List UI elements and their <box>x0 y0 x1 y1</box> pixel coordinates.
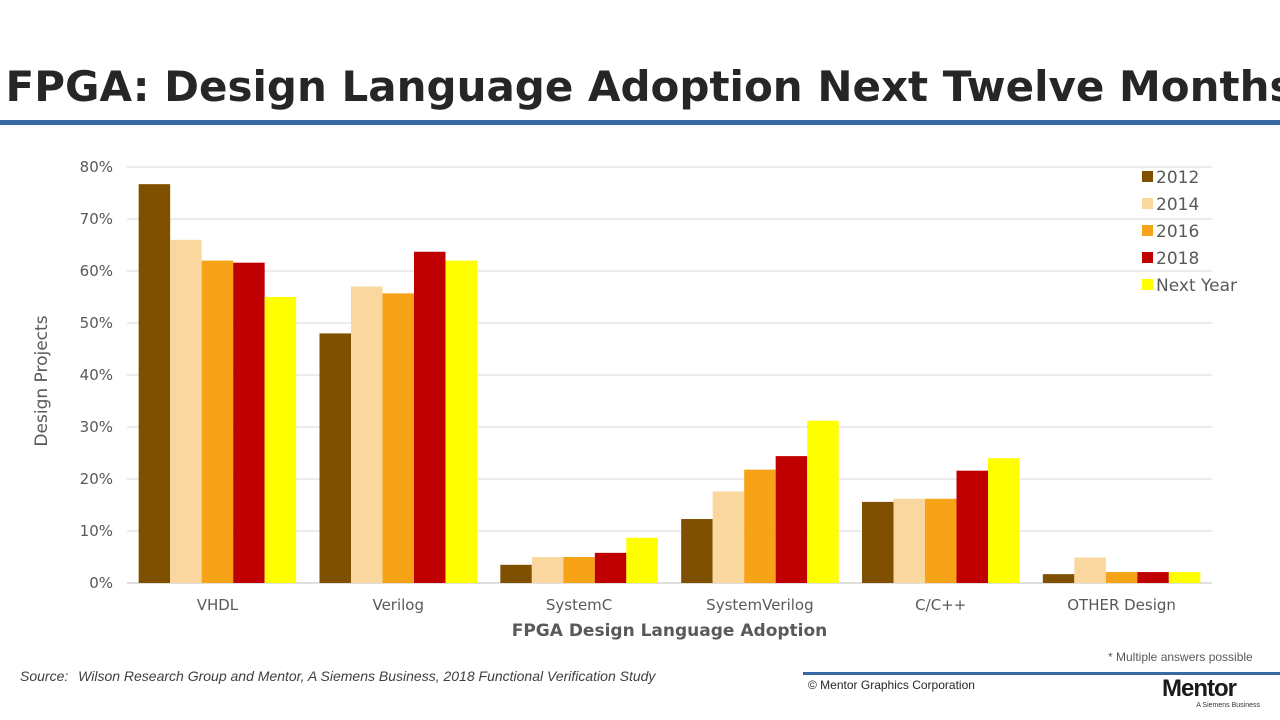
bar <box>500 564 532 583</box>
bar <box>414 251 446 583</box>
y-tick-label: 80% <box>80 158 113 176</box>
x-tick-label: VHDL <box>197 596 239 614</box>
mentor-logo: Mentor A Siemens Business <box>1162 675 1274 710</box>
source-text: Wilson Research Group and Mentor, A Siem… <box>78 668 656 684</box>
y-tick-label: 30% <box>80 418 113 436</box>
legend-label: 2018 <box>1156 249 1199 269</box>
bar <box>531 557 564 583</box>
bar <box>1105 572 1138 583</box>
legend-label: Next Year <box>1156 276 1237 296</box>
legend-swatch <box>1142 198 1153 209</box>
bar <box>233 262 265 583</box>
legend-swatch <box>1142 171 1153 182</box>
x-tick-label: OTHER Design <box>1067 596 1176 614</box>
legend-label: 2016 <box>1156 222 1199 242</box>
legend-label: 2012 <box>1156 168 1199 188</box>
bar <box>862 501 894 583</box>
source-citation: Source: Wilson Research Group and Mentor… <box>20 668 655 684</box>
bar <box>264 297 297 583</box>
y-tick-label: 70% <box>80 210 113 228</box>
legend-swatch <box>1142 225 1153 236</box>
bar <box>351 286 383 583</box>
bar <box>988 458 1020 583</box>
x-tick-label: Verilog <box>372 596 424 614</box>
y-tick-label: 60% <box>80 262 113 280</box>
bar <box>807 420 839 583</box>
bar <box>201 260 234 583</box>
bar <box>893 498 925 583</box>
x-tick-label: SystemVerilog <box>706 596 813 614</box>
bar <box>319 333 351 583</box>
bar <box>775 456 808 583</box>
bar <box>956 470 988 583</box>
bar <box>744 469 776 583</box>
bar <box>382 293 414 583</box>
bar-chart: 0% 10% 20% 30% 40% 50% 60% 70% 80% VHDL Verilog Sys… <box>32 158 1237 640</box>
bar <box>563 557 595 583</box>
copyright-notice: © Mentor Graphics Corporation <box>808 678 975 692</box>
legend-label: 2014 <box>1156 195 1199 215</box>
bar <box>626 537 658 583</box>
bar <box>681 519 713 583</box>
y-tick-label: 50% <box>80 314 113 332</box>
x-tick-label: SystemC <box>546 596 612 614</box>
logo-wordmark: Mentor <box>1162 675 1237 702</box>
logo-tagline: A Siemens Business <box>1196 702 1260 709</box>
bar <box>1042 574 1075 583</box>
bar <box>712 491 745 583</box>
x-axis-title: FPGA Design Language Adoption <box>512 621 828 640</box>
y-tick-label: 20% <box>80 470 113 488</box>
bar <box>445 260 477 583</box>
bar <box>1074 557 1106 583</box>
footnote: * Multiple answers possible <box>1108 650 1253 664</box>
bar <box>594 552 627 583</box>
bar <box>925 498 957 583</box>
legend-swatch <box>1142 252 1153 263</box>
y-tick-label: 10% <box>80 522 113 540</box>
source-label: Source: <box>20 668 69 684</box>
bar <box>1168 572 1201 583</box>
title-divider <box>0 120 1280 125</box>
bar <box>170 239 202 584</box>
slide-title: FPGA: Design Language Adoption Next Twel… <box>5 62 1280 111</box>
y-tick-label: 0% <box>89 574 113 592</box>
bar <box>138 184 171 583</box>
bar <box>1137 572 1169 583</box>
x-tick-label: C/C++ <box>915 596 966 614</box>
y-axis-title: Design Projects <box>32 315 52 446</box>
legend-swatch <box>1142 279 1153 290</box>
footer-divider <box>803 672 1280 675</box>
y-tick-label: 40% <box>80 366 113 384</box>
